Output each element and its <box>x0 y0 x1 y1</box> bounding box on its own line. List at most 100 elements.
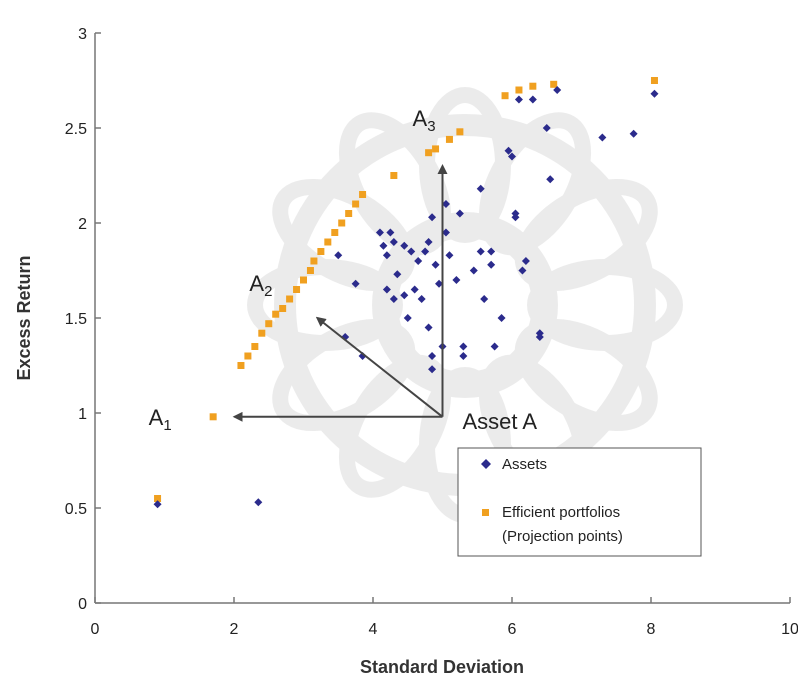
x-axis-title: Standard Deviation <box>360 657 524 677</box>
asset-point <box>441 228 450 237</box>
asset-point <box>407 247 416 256</box>
legend: Assets Efficient portfolios (Projection … <box>457 447 702 557</box>
efficient-portfolio-point <box>272 310 280 318</box>
efficient-portfolio-point <box>317 248 325 255</box>
y-axis-title: Excess Return <box>14 255 34 380</box>
efficient-portfolio-point <box>310 257 318 265</box>
rosette-petal <box>527 259 683 351</box>
asset-point <box>410 285 419 294</box>
efficient-portfolio-point <box>324 238 332 246</box>
x-tick-label: 6 <box>508 621 517 638</box>
x-tick-label: 10 <box>781 621 798 638</box>
asset-point <box>424 238 433 246</box>
efficient-portfolio-point <box>331 229 339 236</box>
x-tick-label: 0 <box>91 621 100 638</box>
efficient-portfolio-point <box>286 295 294 303</box>
asset-point <box>435 279 444 288</box>
efficient-portfolio-point <box>529 82 537 90</box>
asset-point <box>428 365 437 374</box>
asset-point <box>445 251 454 260</box>
asset-point <box>452 276 461 284</box>
y-tick-label: 0 <box>78 596 87 613</box>
rosette-petal <box>338 354 452 498</box>
asset-point <box>518 266 527 275</box>
asset-point <box>382 251 391 260</box>
a1-label: A1 <box>149 405 172 434</box>
legend-projection-label: (Projection points) <box>502 528 623 545</box>
asset-point <box>382 285 391 294</box>
asset-series <box>153 86 659 509</box>
asset-point <box>542 124 551 132</box>
a3-label: A3 <box>413 106 436 135</box>
rosette-petal <box>514 318 658 432</box>
asset-point <box>351 279 360 288</box>
asset-point <box>428 352 437 360</box>
asset-point <box>153 500 162 509</box>
asset-point <box>424 323 433 332</box>
asset-point <box>389 295 398 303</box>
legend-assets-marker <box>481 459 491 469</box>
legend-assets-label: Assets <box>502 456 547 473</box>
y-tick-label: 3 <box>78 26 87 43</box>
efficient-portfolio-point <box>265 320 273 328</box>
y-tick-label: 2 <box>78 216 87 233</box>
efficient-portfolio-point <box>306 267 314 274</box>
asset-point <box>334 251 343 260</box>
efficient-portfolio-point <box>279 305 287 312</box>
efficient-portfolio-point <box>154 495 162 502</box>
asset-point <box>480 295 489 303</box>
rosette-petal <box>247 259 403 351</box>
asset-point <box>389 238 398 246</box>
asset-point <box>497 314 506 322</box>
asset-point <box>511 213 520 222</box>
y-tick-label: 1.5 <box>65 311 87 328</box>
efficient-portfolio-point <box>209 413 217 421</box>
asset-point <box>598 133 607 142</box>
efficient-portfolio-point <box>456 128 464 136</box>
x-tick-label: 2 <box>230 621 239 638</box>
efficient-portfolio-series <box>154 77 658 502</box>
efficient-portfolio-point <box>293 286 301 293</box>
rosette-petal <box>419 87 511 243</box>
projection-arrows <box>232 164 448 422</box>
asset-point <box>546 175 555 184</box>
asset-point <box>375 228 384 237</box>
asset-point <box>393 270 402 279</box>
asset-point <box>428 213 437 222</box>
asset-point <box>508 152 516 161</box>
rosette-petal <box>478 112 592 256</box>
efficient-portfolio-point <box>650 77 658 84</box>
asset-point <box>553 86 562 94</box>
x-tick-label: 4 <box>369 621 378 638</box>
asset-point <box>535 333 544 341</box>
asset-point <box>459 352 468 360</box>
asset-point <box>476 184 485 193</box>
asset-point <box>629 129 638 138</box>
asset-point <box>528 95 537 104</box>
legend-efficient-marker <box>482 509 489 516</box>
efficient-portfolio-point <box>432 145 440 153</box>
asset-point <box>455 209 464 218</box>
asset-point <box>521 257 530 265</box>
legend-efficient-label: Efficient portfolios <box>502 504 620 521</box>
axes: 0 2 4 6 8 10 0 0.5 1 1.5 2 2.5 3 <box>65 26 798 638</box>
asset-point <box>487 260 496 269</box>
y-tick-label: 1 <box>78 406 87 423</box>
efficient-portfolio-point <box>244 352 252 360</box>
efficient-portfolio-point <box>515 86 523 94</box>
efficient-portfolio-point <box>425 149 433 157</box>
asset-point <box>441 200 450 208</box>
efficient-portfolio-point <box>352 200 360 208</box>
asset-point <box>403 314 412 322</box>
efficient-portfolio-point <box>338 219 346 227</box>
asset-point <box>379 241 388 250</box>
y-tick-label: 2.5 <box>65 121 87 138</box>
asset-point <box>490 342 499 351</box>
x-tick-label: 8 <box>647 621 656 638</box>
efficient-portfolio-point <box>258 329 266 337</box>
efficient-portfolio-point <box>501 92 509 100</box>
asset-point <box>476 247 485 256</box>
y-tick-label: 0.5 <box>65 501 87 518</box>
efficient-portfolio-point <box>445 135 453 143</box>
